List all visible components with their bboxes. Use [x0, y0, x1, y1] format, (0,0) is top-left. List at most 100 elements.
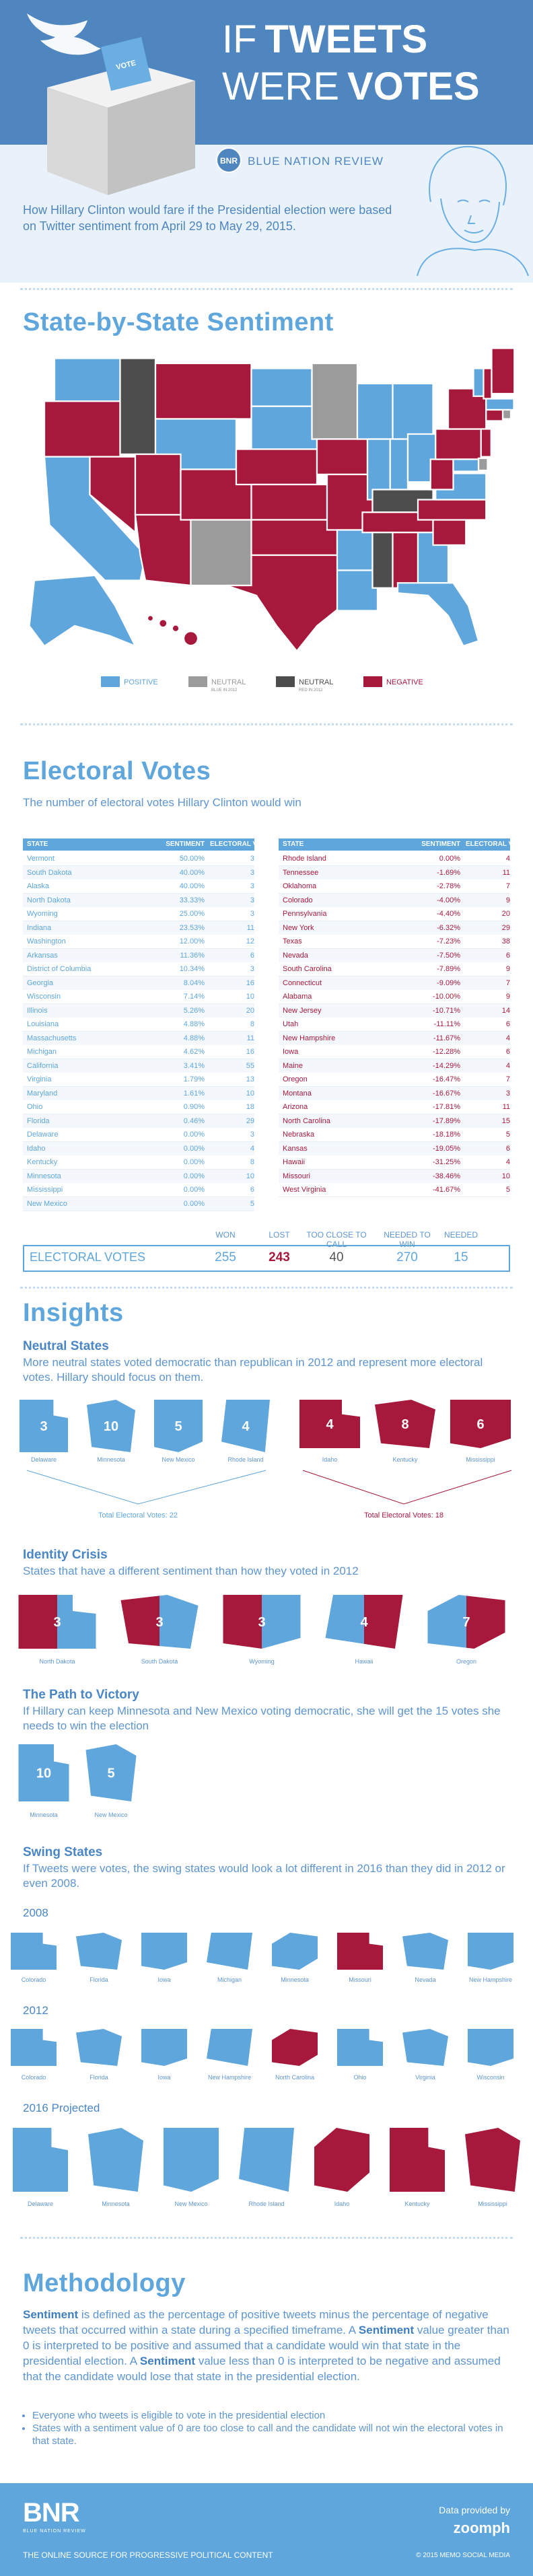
state-votes: 3 — [40, 1419, 47, 1434]
state-name: Idaho — [334, 2201, 350, 2207]
table-cell: 4 — [505, 1034, 510, 1042]
table-cell: 4.88% — [183, 1020, 205, 1028]
state-shape — [76, 2029, 122, 2066]
state-shape — [11, 2029, 57, 2066]
column-header: SENTIMENT — [166, 840, 205, 848]
table-cell: 23.53% — [179, 923, 205, 932]
table-cell: 3 — [505, 1089, 510, 1098]
legend-sublabel: RED IN 2012 — [299, 688, 323, 692]
electoral-table: STATE SENTIMENT ELECTORAL VOTES Vermont 50.0… — [0, 834, 533, 1211]
divider — [20, 2237, 513, 2239]
state-shape — [207, 2029, 252, 2066]
state-name: Rhode Island — [227, 1456, 263, 1463]
column-header: SENTIMENT — [421, 840, 460, 848]
state-name: Kentucky — [404, 2201, 430, 2207]
year-label: 2008 — [23, 1906, 48, 1919]
bullet: States with a sentiment value of 0 are t… — [32, 2422, 520, 2447]
state-part — [120, 1595, 159, 1649]
bullet: Everyone who tweets is eligible to vote … — [32, 2409, 520, 2422]
table-cell: Tennessee — [283, 868, 319, 877]
state-votes: 10 — [36, 1766, 51, 1781]
table-cell: New Jersey — [283, 1006, 322, 1015]
table-cell: 29 — [246, 1116, 254, 1125]
table-cell: 11 — [246, 923, 254, 932]
section-title: Electoral Votes — [23, 757, 211, 785]
state — [483, 367, 493, 400]
column-header: ELECTORAL VOTES — [210, 840, 276, 848]
state-name: New Mexico — [174, 2201, 207, 2207]
table-cell: 6 — [250, 951, 254, 960]
state-name: Minnesota — [281, 1976, 309, 1983]
paragraph: More neutral states voted democratic tha… — [23, 1356, 483, 1384]
table-cell: 4 — [250, 1144, 254, 1153]
table-cell: Kansas — [283, 1144, 308, 1153]
state-name: New Hampshire — [469, 1976, 512, 1983]
state — [432, 519, 467, 546]
table-cell: Maine — [283, 1061, 303, 1070]
table-cell: 0.00% — [183, 1186, 205, 1194]
state-votes: 10 — [104, 1419, 118, 1434]
state-name: Idaho — [322, 1456, 338, 1463]
title-word: TWEETS — [265, 17, 428, 61]
state-part — [325, 1595, 364, 1649]
state-shape — [272, 1933, 318, 1970]
table-cell: Vermont — [27, 855, 55, 863]
table-cell: 0.90% — [183, 1103, 205, 1111]
column-header: ELECTORAL VOTES — [466, 840, 532, 848]
summary-header: WON — [215, 1230, 236, 1240]
state — [392, 532, 419, 589]
bold-term: Sentiment — [23, 2308, 79, 2321]
table-cell: 20 — [501, 910, 510, 918]
table-cell: Arkansas — [27, 951, 58, 960]
state-votes: 5 — [107, 1766, 114, 1781]
table-cell: -10.00% — [433, 993, 460, 1001]
table-cell: 0.00% — [439, 855, 460, 863]
state — [452, 458, 480, 472]
table-cell: Missouri — [283, 1172, 310, 1180]
state-shape — [76, 1933, 122, 1970]
bold-term: Sentiment — [358, 2324, 415, 2336]
state-votes: 4 — [360, 1615, 368, 1630]
bird-icon — [27, 13, 101, 55]
face — [440, 198, 500, 244]
summary-header: LOST — [269, 1230, 290, 1240]
table-cell: 10 — [246, 993, 254, 1001]
table-cell: Connecticut — [283, 978, 322, 987]
table-cell: -7.89% — [437, 965, 460, 973]
table-cell: 10 — [501, 1172, 510, 1180]
paragraph: States that have a different sentiment t… — [23, 1565, 359, 1577]
header-art: VOTE IF TWEETS WERE VOTES BNR BLUE NATION … — [0, 0, 533, 283]
table-cell: 4 — [505, 1158, 510, 1166]
state — [154, 418, 238, 470]
table-cell: 13 — [246, 1075, 254, 1083]
table-cell: Virginia — [27, 1075, 52, 1083]
table-cell: 55 — [246, 1061, 254, 1070]
state-shape — [221, 1400, 270, 1452]
table-cell: -31.25% — [433, 1158, 460, 1166]
table-cell: -38.46% — [433, 1172, 460, 1180]
paragraph: If Tweets were votes, the swing states w… — [23, 1862, 505, 1890]
table-cell: Arizona — [283, 1103, 308, 1111]
legend-label: NEUTRAL — [299, 678, 333, 686]
table-cell: Indiana — [27, 923, 52, 932]
state-shape — [402, 1933, 448, 1970]
state-shape — [468, 1933, 513, 1970]
table-cell: 3 — [250, 965, 254, 973]
state-part — [18, 1595, 57, 1649]
table-header — [23, 838, 254, 851]
table-cell: -4.40% — [437, 910, 460, 918]
state-name: North Dakota — [39, 1658, 75, 1665]
column-header: STATE — [27, 840, 48, 848]
state-shape — [141, 1933, 187, 1970]
state-name: Oregon — [456, 1658, 476, 1665]
state — [491, 347, 516, 395]
table-cell: -41.67% — [433, 1186, 460, 1194]
island — [171, 624, 180, 633]
table-cell: New York — [283, 923, 314, 932]
summary-value: 243 — [269, 1250, 290, 1264]
table-cell: 6 — [505, 1020, 510, 1028]
methodology-bullets: Everyone who tweets is eligible to vote … — [23, 2409, 520, 2447]
group-total: Total Electoral Votes: 18 — [364, 1511, 443, 1519]
table-cell: -7.50% — [437, 951, 460, 960]
